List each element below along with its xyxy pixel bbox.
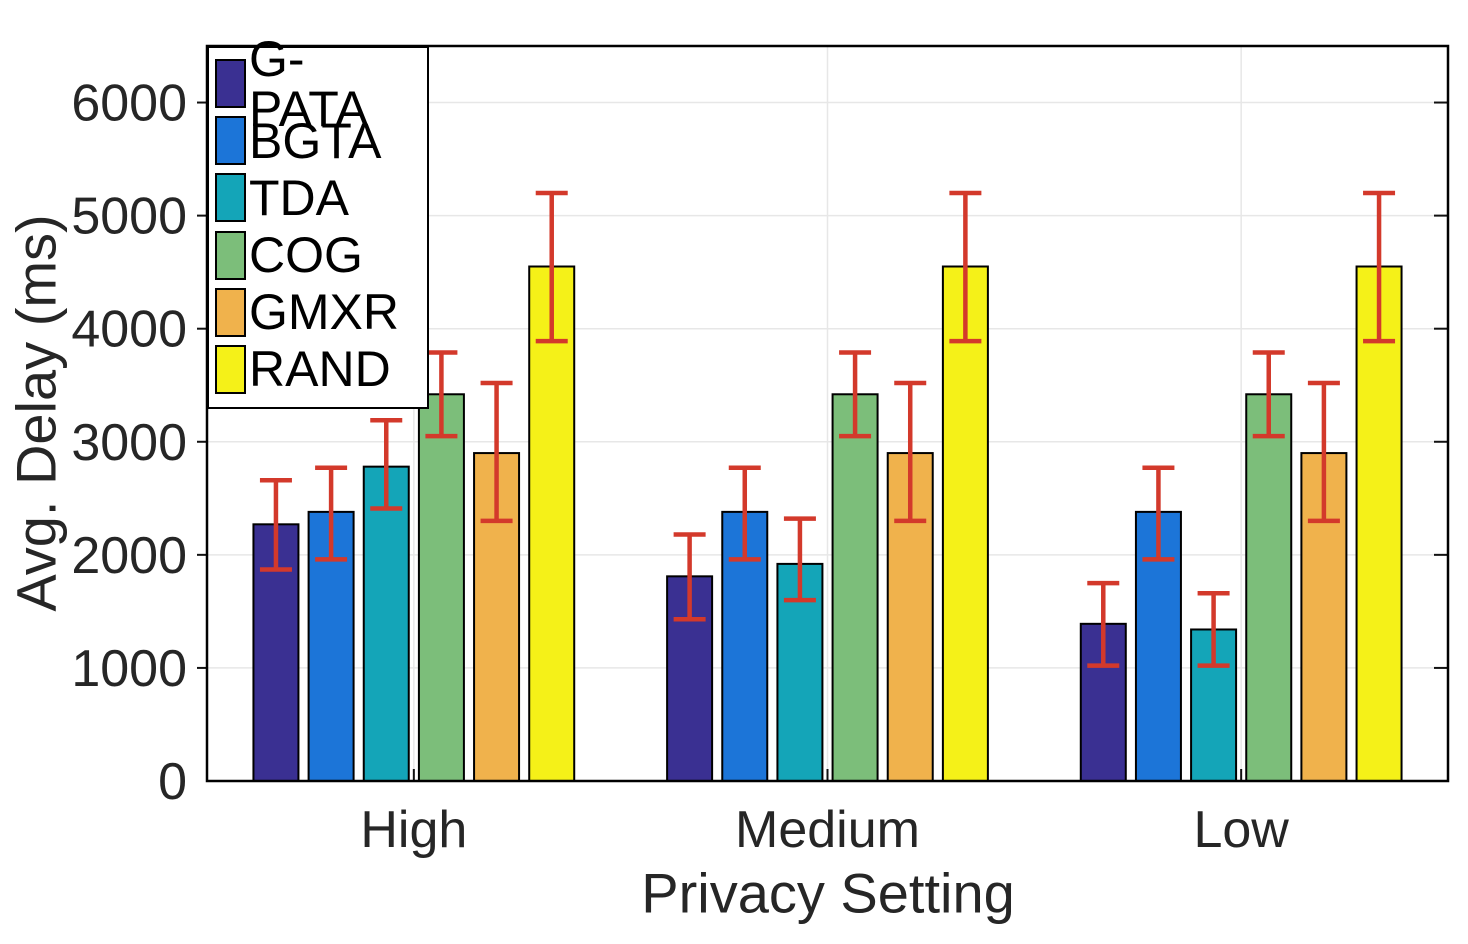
- legend-swatch-cog: [215, 230, 246, 280]
- bar-cog-low: [1245, 393, 1293, 782]
- x-tick-label-high: High: [360, 801, 467, 859]
- x-tick-label-medium: Medium: [735, 801, 920, 859]
- errorbar-tda-high: [370, 418, 403, 511]
- legend-item-cog: COG: [215, 228, 423, 283]
- legend: G-PATA BGTA TDA COG GMXR RAND: [207, 34, 429, 409]
- bar-rand-low: [1355, 265, 1403, 782]
- y-axis-label: Avg. Delay (ms): [4, 214, 68, 612]
- axes-box: [205, 44, 1450, 783]
- bar-cog-high: [417, 393, 465, 782]
- legend-label-cog: COG: [249, 227, 363, 284]
- errorbar-g-pata-medium: [673, 532, 706, 622]
- y-tick-label-1000: 1000: [71, 640, 187, 698]
- errorbar-cog-low: [1252, 350, 1285, 439]
- legend-label-gmxr: GMXR: [249, 284, 399, 341]
- errorbar-tda-medium: [783, 516, 816, 603]
- bar-tda-high: [362, 465, 410, 782]
- bar-cog-medium: [831, 393, 879, 782]
- bar-rand-high: [528, 265, 576, 782]
- legend-label-bgta: BGTA: [249, 112, 382, 169]
- errorbar-gmxr-low: [1307, 380, 1340, 524]
- errorbar-cog-high: [425, 350, 458, 439]
- errorbar-cog-medium: [839, 350, 872, 439]
- y-tick-label-6000: 6000: [71, 75, 187, 133]
- errorbar-gmxr-high: [480, 380, 513, 524]
- y-tick-label-4000: 4000: [71, 301, 187, 359]
- legend-item-tda: TDA: [215, 170, 423, 225]
- legend-item-gmxr: GMXR: [215, 285, 423, 340]
- errorbar-bgta-low: [1142, 465, 1175, 562]
- legend-swatch-g-pata: [215, 59, 246, 108]
- y-tick-label-0: 0: [158, 753, 187, 811]
- x-tick-label-low: Low: [1193, 801, 1289, 859]
- errorbar-g-pata-high: [259, 477, 292, 572]
- y-tick-label-3000: 3000: [71, 414, 187, 472]
- legend-label-g-pata: G-PATA: [249, 30, 369, 137]
- errorbar-bgta-medium: [728, 465, 761, 562]
- errorbar-tda-low: [1197, 591, 1230, 668]
- errorbar-g-pata-low: [1087, 580, 1120, 668]
- errorbar-rand-high: [535, 190, 568, 344]
- errorbar-gmxr-medium: [894, 380, 927, 524]
- x-axis-label: Privacy Setting: [641, 861, 1015, 925]
- legend-label-tda: TDA: [249, 169, 349, 226]
- legend-item-bgta: BGTA: [215, 113, 423, 168]
- legend-swatch-tda: [215, 173, 246, 223]
- errorbar-bgta-high: [315, 465, 348, 562]
- y-tick-label-5000: 5000: [71, 188, 187, 246]
- legend-swatch-bgta: [215, 116, 246, 166]
- legend-item-rand: RAND: [215, 342, 423, 397]
- errorbar-rand-low: [1363, 190, 1396, 344]
- legend-swatch-rand: [215, 344, 246, 394]
- y-tick-label-2000: 2000: [71, 527, 187, 585]
- legend-swatch-gmxr: [215, 287, 246, 337]
- legend-item-g-pata: G-PATA: [215, 34, 423, 134]
- bar-rand-medium: [941, 265, 989, 782]
- errorbar-rand-medium: [949, 190, 982, 344]
- legend-label-rand: RAND: [249, 341, 391, 398]
